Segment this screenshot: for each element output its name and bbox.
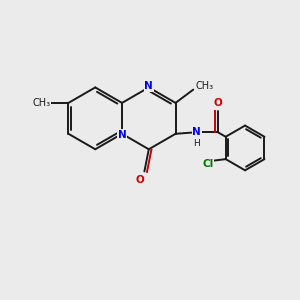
- Text: CH₃: CH₃: [195, 81, 213, 91]
- Text: H: H: [194, 139, 200, 148]
- Text: O: O: [214, 98, 222, 108]
- Text: N: N: [118, 130, 126, 140]
- Text: Cl: Cl: [202, 158, 214, 169]
- Text: N: N: [144, 81, 153, 91]
- Text: N: N: [192, 127, 201, 137]
- Text: O: O: [136, 175, 144, 184]
- Text: CH₃: CH₃: [32, 98, 50, 108]
